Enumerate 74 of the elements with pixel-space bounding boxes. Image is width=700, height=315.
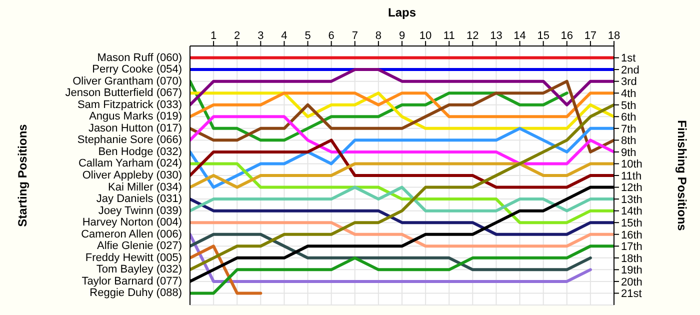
series-label: Ben Hodge (032) (98, 146, 182, 158)
x-tick-label: 1 (210, 30, 217, 42)
x-axis-title: Laps (388, 6, 416, 20)
y2-tick-label: 12th (621, 182, 642, 194)
x-tick-label: 18 (608, 30, 620, 42)
series-label: Mason Ruff (060) (97, 52, 182, 64)
x-tick-label: 15 (537, 30, 550, 42)
x-tick-label: 8 (375, 30, 382, 42)
y2-tick-label: 20th (621, 276, 642, 288)
x-tick-label: 2 (234, 30, 240, 42)
x-tick-label: 14 (514, 30, 526, 42)
y2-tick-label: 2nd (621, 64, 640, 76)
x-tick-label: 16 (560, 30, 574, 42)
series-label: Jenson Butterfield (067) (65, 87, 182, 100)
x-tick-label: 5 (304, 30, 311, 42)
line-series (190, 244, 614, 295)
line-series (190, 115, 614, 166)
series-label: Tom Bayley (032) (96, 264, 182, 276)
y2-tick-label: 13th (621, 194, 642, 206)
y2-tick-label: 14th (621, 206, 642, 218)
y2-tick-label: 19th (621, 264, 642, 277)
series-label: Stephanie Sore (066) (77, 134, 182, 146)
y2-axis-title: Finishing Positions (674, 120, 689, 232)
line-series (190, 198, 614, 236)
line-series (190, 126, 614, 189)
x-tick-label: 10 (419, 30, 432, 42)
y2-tick-label: 5th (621, 100, 636, 112)
y2-tick-label: 21st (621, 288, 642, 300)
line-series (190, 138, 614, 189)
x-tick-label: 13 (490, 30, 502, 42)
series-label: Oliver Grantham (070) (72, 75, 182, 88)
y2-tick-label: 18th (621, 252, 642, 265)
text: Starting Positions (15, 124, 30, 227)
y2-tick-label: 16th (621, 229, 642, 242)
series-label: Harvey Norton (004) (82, 216, 182, 229)
x-tick-label: 12 (466, 30, 479, 42)
line-series (190, 232, 592, 272)
y2-tick-label: 6th (621, 112, 636, 124)
line-series (190, 162, 614, 224)
series-label: Oliver Appleby (030) (82, 170, 182, 182)
series-label: Jay Daniels (031) (96, 193, 182, 206)
y2-tick-label: 4th (621, 88, 636, 100)
series-label: Callam Yarham (024) (78, 158, 182, 170)
line-series (190, 80, 568, 142)
line-series (190, 103, 614, 272)
y2-tick-label: 8th (621, 135, 636, 148)
y2-tick-label: 1st (621, 52, 636, 65)
series-label: Kai Miller (034) (108, 181, 182, 194)
series-label: Taylor Barnard (077) (82, 275, 182, 288)
series-label: Cameron Allen (006) (81, 228, 182, 240)
y2-tick-label: 10th (621, 158, 642, 171)
x-tick-label: 17 (584, 30, 597, 42)
y2-tick-label: 15th (621, 217, 642, 230)
y2-tick-label: 11th (621, 170, 642, 182)
series-label: Joey Twinn (039) (98, 204, 182, 217)
x-tick-label: 9 (398, 30, 406, 42)
y2-tick-label: 7th (621, 123, 636, 136)
series-label: Freddy Hewitt (005) (85, 252, 182, 264)
y2-tick-label: 3rd (621, 76, 637, 88)
series-label: Alfie Glenie (027) (97, 240, 182, 252)
line-series (190, 92, 614, 130)
x-tick-label: 3 (258, 30, 264, 42)
y2-tick-label: 9th (621, 146, 636, 159)
series-label: Perry Cooke (054) (92, 64, 182, 76)
y2-tick-label: 17th (621, 241, 642, 254)
x-tick-label: 4 (281, 30, 288, 42)
series-label: Reggie Duhy (088) (90, 287, 182, 300)
series-label: Angus Marks (019) (89, 110, 182, 123)
series-label: Sam Fitzpatrick (033) (77, 98, 182, 111)
series-label: Jason Hutton (017) (88, 122, 182, 134)
x-tick-label: 7 (352, 30, 358, 42)
x-tick-label: 11 (443, 30, 455, 42)
line-series (190, 80, 614, 154)
x-tick-label: 6 (328, 30, 334, 42)
